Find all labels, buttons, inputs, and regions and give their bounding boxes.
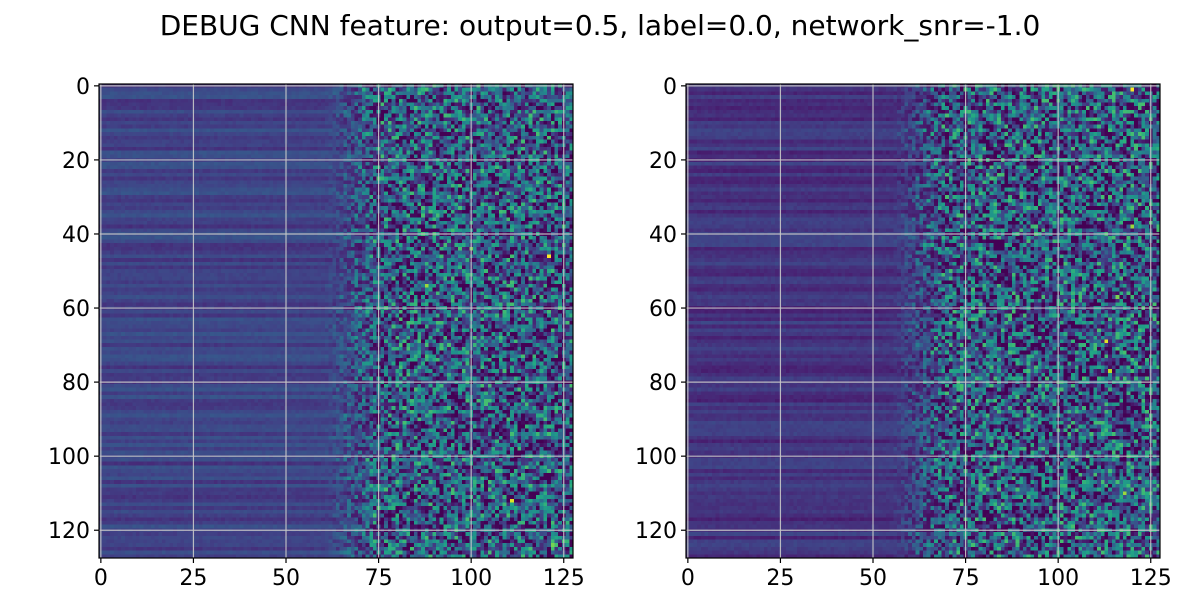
heatmap-panel-right: 0 25 50 75 100 125 0 20 40 60 80 100 120 [635, 75, 1172, 591]
heatmap-image-left [99, 84, 573, 558]
y-tick-label-left-2: 40 [62, 223, 90, 248]
x-tick-label-left-0: 0 [94, 566, 108, 591]
y-tick-label-right-5: 100 [635, 445, 677, 470]
x-tick-label-left-3: 75 [365, 566, 393, 591]
y-tick-label-left-3: 60 [62, 297, 90, 322]
heatmap-panel-left: 0 25 50 75 100 125 0 20 40 60 80 100 120 [48, 75, 585, 591]
y-tick-label-right-4: 80 [649, 371, 677, 396]
y-tick-label-right-6: 120 [635, 519, 677, 544]
y-tick-label-left-4: 80 [62, 371, 90, 396]
x-tick-label-right-1: 25 [766, 566, 794, 591]
x-tick-label-left-4: 100 [450, 566, 492, 591]
y-tick-label-left-0: 0 [76, 75, 90, 100]
x-tick-label-left-1: 25 [179, 566, 207, 591]
x-tick-label-right-5: 125 [1130, 566, 1172, 591]
axes-frame-right [685, 83, 1161, 559]
y-tick-label-right-0: 0 [663, 75, 677, 100]
x-tick-label-right-0: 0 [681, 566, 695, 591]
x-tick-label-right-4: 100 [1037, 566, 1079, 591]
axes-frame-left [98, 83, 574, 559]
y-tick-label-left-5: 100 [48, 445, 90, 470]
heatmap-image-right [686, 84, 1160, 558]
y-tick-label-right-2: 40 [649, 223, 677, 248]
x-tick-label-right-3: 75 [952, 566, 980, 591]
x-tick-label-right-2: 50 [859, 566, 887, 591]
y-tick-label-left-6: 120 [48, 519, 90, 544]
y-tick-label-left-1: 20 [62, 149, 90, 174]
x-tick-label-left-2: 50 [272, 566, 300, 591]
x-tick-label-left-5: 125 [543, 566, 585, 591]
y-tick-label-right-3: 60 [649, 297, 677, 322]
y-tick-label-right-1: 20 [649, 149, 677, 174]
figure-title: DEBUG CNN feature: output=0.5, label=0.0… [160, 9, 1041, 42]
